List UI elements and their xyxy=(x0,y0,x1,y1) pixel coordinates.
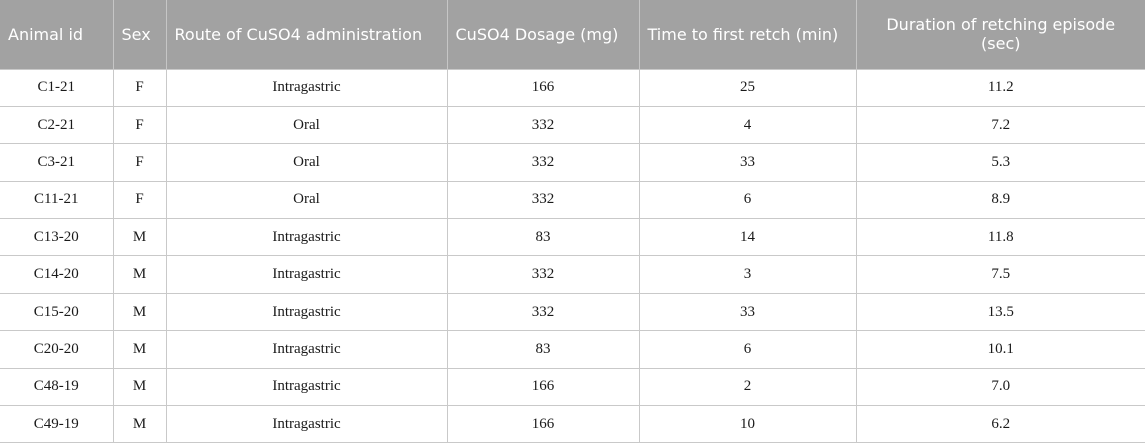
table-row: C49-19 M Intragastric 166 10 6.2 xyxy=(0,405,1145,444)
cell-time-to-first-retch: 14 xyxy=(638,218,857,257)
cell-animal-id: C14-20 xyxy=(0,255,114,294)
cell-dosage: 332 xyxy=(446,105,640,145)
cell-animal-id: C20-20 xyxy=(0,330,114,369)
cell-animal-id: C11-21 xyxy=(0,180,114,220)
cell-route: Intragastric xyxy=(165,405,448,444)
table-row: C20-20 M Intragastric 83 6 10.1 xyxy=(0,330,1145,369)
cell-dosage: 83 xyxy=(446,218,640,257)
cell-route: Intragastric xyxy=(165,68,448,107)
cell-time-to-first-retch: 25 xyxy=(638,68,857,107)
cell-sex: M xyxy=(112,292,167,332)
cell-sex: M xyxy=(112,255,167,294)
cell-dosage: 166 xyxy=(446,68,640,107)
cell-sex: M xyxy=(112,405,167,444)
cell-sex: M xyxy=(112,218,167,257)
header-animal-id: Animal id xyxy=(0,0,114,69)
cell-duration: 7.5 xyxy=(855,255,1145,294)
cell-duration: 13.5 xyxy=(855,292,1145,332)
table-row: C13-20 M Intragastric 83 14 11.8 xyxy=(0,218,1145,257)
table-row: C14-20 M Intragastric 332 3 7.5 xyxy=(0,255,1145,294)
header-sex: Sex xyxy=(113,0,167,69)
cell-duration: 6.2 xyxy=(855,405,1145,444)
cell-sex: M xyxy=(112,330,167,369)
cell-route: Intragastric xyxy=(165,218,448,257)
cell-duration: 7.0 xyxy=(855,367,1145,407)
cell-route: Intragastric xyxy=(165,292,448,332)
table-row: C11-21 F Oral 332 6 8.9 xyxy=(0,180,1145,220)
cell-dosage: 332 xyxy=(446,180,640,220)
cell-time-to-first-retch: 2 xyxy=(638,367,857,407)
cell-animal-id: C2-21 xyxy=(0,105,114,145)
cell-route: Oral xyxy=(165,105,448,145)
table-row: C1-21 F Intragastric 166 25 11.2 xyxy=(0,68,1145,107)
cell-dosage: 166 xyxy=(446,405,640,444)
cell-time-to-first-retch: 6 xyxy=(638,330,857,369)
cell-duration: 7.2 xyxy=(855,105,1145,145)
cell-dosage: 332 xyxy=(446,292,640,332)
cell-route: Intragastric xyxy=(165,255,448,294)
table-row: C15-20 M Intragastric 332 33 13.5 xyxy=(0,292,1145,332)
cell-time-to-first-retch: 3 xyxy=(638,255,857,294)
cell-duration: 8.9 xyxy=(855,180,1145,220)
table-body: C1-21 F Intragastric 166 25 11.2 C2-21 F Oral 332… xyxy=(0,68,1145,444)
cell-time-to-first-retch: 33 xyxy=(638,143,857,182)
cell-dosage: 166 xyxy=(446,367,640,407)
cell-route: Intragastric xyxy=(165,367,448,407)
header-dosage: CuSO4 Dosage (mg) xyxy=(447,0,640,69)
cell-dosage: 332 xyxy=(446,143,640,182)
cell-dosage: 332 xyxy=(446,255,640,294)
cell-sex: F xyxy=(112,143,167,182)
cell-route: Oral xyxy=(165,143,448,182)
cell-sex: F xyxy=(112,105,167,145)
table-row: C3-21 F Oral 332 33 5.3 xyxy=(0,143,1145,182)
table-header: Animal id Sex Route of CuSO4 administrat… xyxy=(0,0,1145,69)
table-row: C48-19 M Intragastric 166 2 7.0 xyxy=(0,367,1145,407)
table-row: C2-21 F Oral 332 4 7.2 xyxy=(0,105,1145,145)
cell-time-to-first-retch: 10 xyxy=(638,405,857,444)
cell-sex: F xyxy=(112,180,167,220)
cell-animal-id: C15-20 xyxy=(0,292,114,332)
cell-route: Oral xyxy=(165,180,448,220)
cell-sex: F xyxy=(112,68,167,107)
cell-animal-id: C3-21 xyxy=(0,143,114,182)
cell-animal-id: C13-20 xyxy=(0,218,114,257)
cell-duration: 10.1 xyxy=(855,330,1145,369)
cell-route: Intragastric xyxy=(165,330,448,369)
cell-animal-id: C1-21 xyxy=(0,68,114,107)
cell-animal-id: C48-19 xyxy=(0,367,114,407)
cell-duration: 11.8 xyxy=(855,218,1145,257)
cell-animal-id: C49-19 xyxy=(0,405,114,444)
header-route: Route of CuSO4 administration xyxy=(166,0,448,69)
cell-duration: 11.2 xyxy=(855,68,1145,107)
header-time-to-first-retch: Time to first retch (min) xyxy=(639,0,857,69)
header-duration: Duration of retching episode (sec) xyxy=(856,0,1145,69)
cell-dosage: 83 xyxy=(446,330,640,369)
header-row: Animal id Sex Route of CuSO4 administrat… xyxy=(0,0,1145,69)
cell-sex: M xyxy=(112,367,167,407)
cell-duration: 5.3 xyxy=(855,143,1145,182)
cell-time-to-first-retch: 4 xyxy=(638,105,857,145)
cell-time-to-first-retch: 33 xyxy=(638,292,857,332)
cell-time-to-first-retch: 6 xyxy=(638,180,857,220)
